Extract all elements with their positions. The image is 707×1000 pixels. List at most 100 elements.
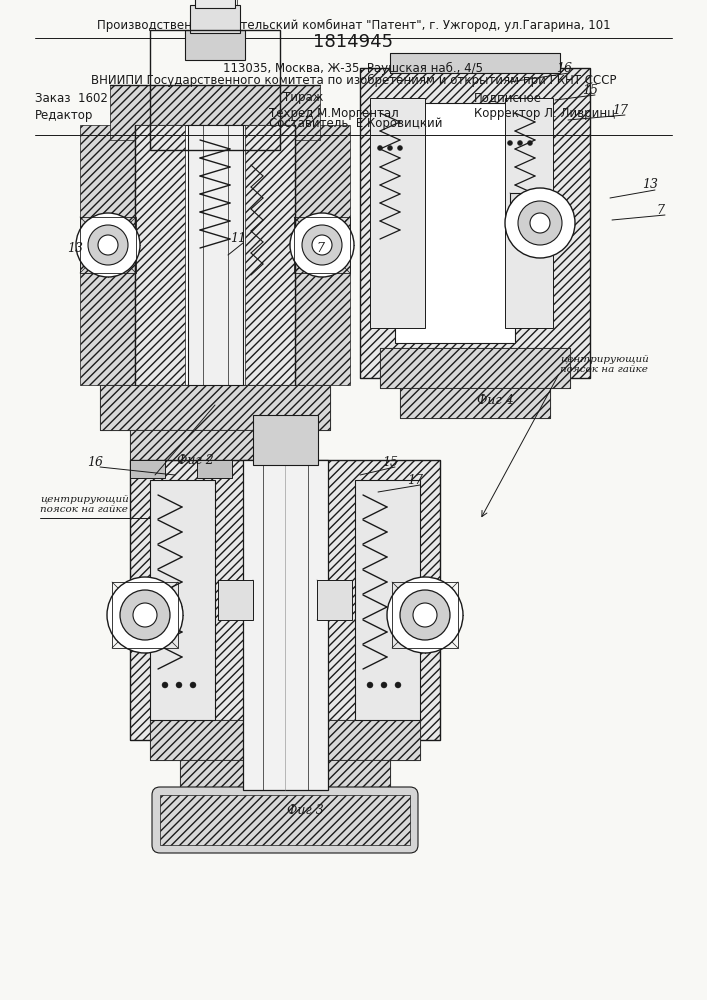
Bar [180,760,390,795]
Circle shape [367,682,373,688]
Bar [185,30,245,60]
Circle shape [176,682,182,688]
Circle shape [290,213,354,277]
Circle shape [120,590,170,640]
Circle shape [107,577,183,653]
Text: Корректор Л. Ливринц: Корректор Л. Ливринц [474,106,615,119]
Bar [130,430,300,460]
Text: 17: 17 [407,474,423,487]
Circle shape [400,590,450,640]
Bar [392,582,458,648]
Bar [510,193,555,238]
Text: 7: 7 [656,204,664,217]
Bar [400,388,550,418]
Text: Фиг 2: Фиг 2 [177,454,214,466]
Bar [80,217,136,273]
Bar [245,125,295,385]
Text: центрирующий
поясок на гайке: центрирующий поясок на гайке [560,355,649,374]
Bar [150,720,420,760]
Text: 17: 17 [612,104,628,116]
Bar [100,385,330,430]
Circle shape [302,225,342,265]
Bar [400,388,550,418]
Circle shape [505,188,575,258]
Text: 11: 11 [230,232,246,244]
Bar [190,5,240,33]
Bar [360,68,590,378]
Bar [390,53,560,73]
Circle shape [397,145,402,150]
Circle shape [378,145,382,150]
Circle shape [395,682,401,688]
FancyBboxPatch shape [152,787,418,853]
Bar [150,30,280,150]
Bar [135,125,295,385]
Bar [260,460,295,478]
Bar [360,68,590,378]
Text: Подписное: Подписное [474,92,542,104]
Bar [317,580,352,620]
Text: Техред М.Моргентал: Техред М.Моргентал [269,106,399,119]
Bar [80,125,135,385]
Bar [390,53,560,73]
Bar [253,415,318,465]
Text: Тираж: Тираж [283,92,323,104]
Bar [395,103,515,343]
Text: Составитель  Е.Коровицкий: Составитель Е.Коровицкий [269,116,442,129]
Circle shape [387,145,392,150]
Circle shape [98,235,118,255]
Bar [100,385,330,430]
Bar [505,98,553,328]
Circle shape [88,225,128,265]
Text: Производственно-издательский комбинат "Патент", г. Ужгород, ул.Гагарина, 101: Производственно-издательский комбинат "П… [97,18,610,32]
Bar [218,580,253,620]
Circle shape [387,577,463,653]
Circle shape [133,603,157,627]
Bar [295,125,350,385]
Circle shape [508,140,513,145]
Bar [160,795,410,845]
Circle shape [76,213,140,277]
Bar [370,98,425,328]
Text: 13: 13 [642,178,658,192]
Text: центрирующий
поясок на гайке: центрирующий поясок на гайке [40,495,129,514]
Text: 16: 16 [87,456,103,468]
Bar [294,217,350,273]
Circle shape [527,140,532,145]
Circle shape [530,213,550,233]
Circle shape [413,603,437,627]
Bar [243,460,328,790]
Text: 113035, Москва, Ж-35, Раушская наб., 4/5: 113035, Москва, Ж-35, Раушская наб., 4/5 [223,61,484,75]
Bar [130,460,440,740]
Text: ВНИИПИ Государственного комитета по изобретениям и открытиям при ГКНТ СССР: ВНИИПИ Государственного комитета по изоб… [90,73,617,87]
Bar [150,720,420,760]
Bar [150,480,215,720]
Text: 16: 16 [556,62,572,75]
Circle shape [381,682,387,688]
Text: Фиг 3: Фиг 3 [286,804,323,816]
Text: 15: 15 [382,456,398,468]
Bar [112,582,178,648]
Text: 1814945: 1814945 [313,33,393,51]
Circle shape [518,140,522,145]
Bar [380,348,570,388]
Text: 13: 13 [67,241,83,254]
Text: 15: 15 [582,84,598,97]
Bar [195,0,235,8]
Text: Фиг 4: Фиг 4 [477,393,513,406]
Bar [135,125,185,385]
Circle shape [190,682,196,688]
Text: Редактор: Редактор [35,108,94,121]
Bar [130,430,300,460]
Bar [180,760,390,795]
Circle shape [312,235,332,255]
Bar [188,125,243,385]
Circle shape [518,201,562,245]
Text: 7: 7 [316,241,324,254]
Bar [355,480,420,720]
Bar [130,460,165,478]
Circle shape [162,682,168,688]
Bar [197,460,232,478]
Bar [130,460,440,740]
Bar [110,85,320,140]
